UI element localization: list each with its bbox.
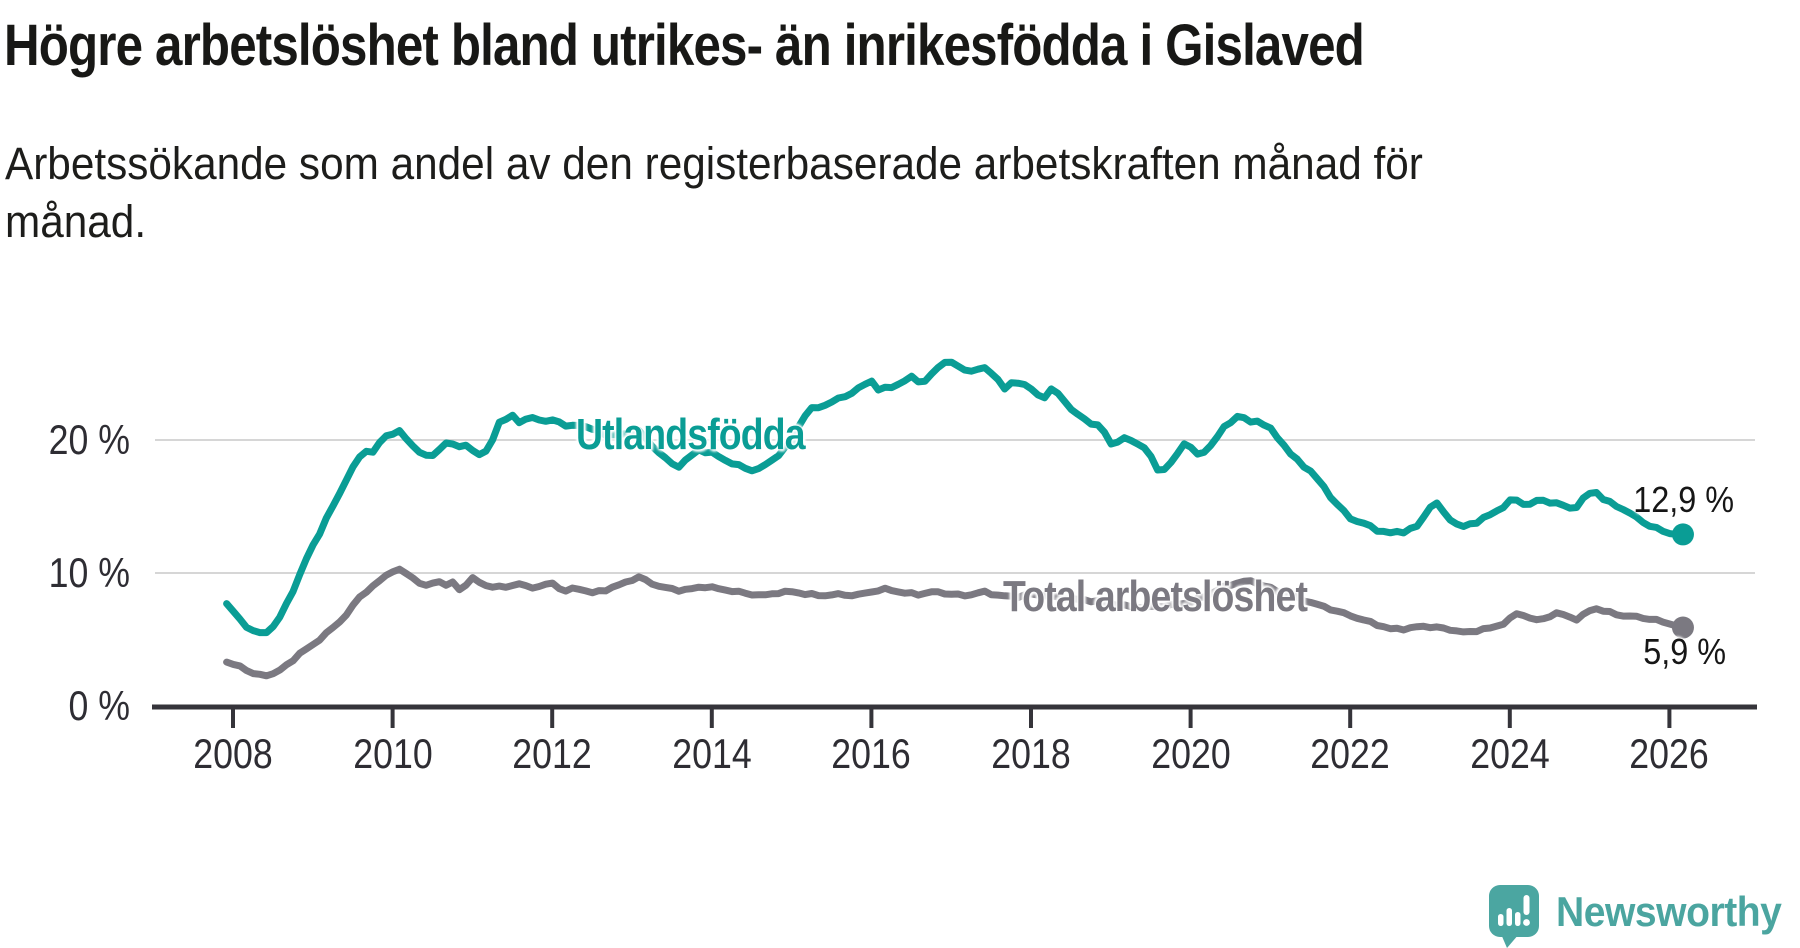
logo-bubble: [1489, 885, 1539, 937]
x-tick-label-2024: 2024: [1470, 730, 1550, 777]
x-tick-label-2016: 2016: [831, 730, 912, 777]
newsworthy-logo-text: Newsworthy: [1556, 888, 1782, 935]
y-tick-label-10: 10 %: [48, 549, 131, 596]
logo-bar-2: [1506, 908, 1512, 926]
x-tick-label-2020: 2020: [1150, 730, 1231, 777]
y-tick-label-20: 20 %: [48, 416, 131, 463]
subtitle-line-1: Arbetssökande som andel av den registerb…: [5, 138, 1423, 189]
logo-exclamation-bar: [1523, 895, 1530, 915]
newsworthy-logo-icon: [1489, 885, 1539, 948]
x-tick-label-2010: 2010: [352, 730, 433, 777]
logo-bar-3: [1515, 912, 1521, 926]
series-line-total: [223, 565, 1687, 680]
x-tick-label-2008: 2008: [193, 730, 273, 777]
series-end-dot-utlandsfodda: [1671, 523, 1694, 546]
y-tick-label-0: 0 %: [68, 682, 130, 729]
x-tick-label-2018: 2018: [991, 730, 1071, 777]
x-tick-label-2014: 2014: [672, 730, 752, 777]
series-line-utlandsfodda: [223, 358, 1687, 637]
end-value-label-total: 5,9 %: [1643, 631, 1726, 672]
series-end-dot-total: [1671, 616, 1694, 639]
subtitle-line-2: månad.: [5, 196, 147, 247]
end-value-label-utlandsfodda: 12,9 %: [1633, 479, 1734, 520]
page-title: Högre arbetslöshet bland utrikes- än inr…: [4, 13, 1365, 78]
logo-bar-1: [1498, 914, 1504, 926]
logo-exclamation-dot: [1523, 919, 1530, 926]
series-label-total: Total arbetslöshet: [1003, 572, 1308, 621]
series-label-utlandsfodda: Utlandsfödda: [576, 410, 806, 459]
x-tick-label-2012: 2012: [512, 730, 592, 777]
x-tick-label-2022: 2022: [1310, 730, 1390, 777]
logo-bubble-tail: [1501, 934, 1519, 948]
x-tick-label-2026: 2026: [1629, 730, 1710, 777]
